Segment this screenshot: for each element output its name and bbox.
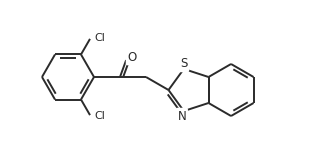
Text: Cl: Cl xyxy=(94,111,106,121)
Text: S: S xyxy=(180,58,188,71)
Text: Cl: Cl xyxy=(94,33,106,43)
Text: N: N xyxy=(177,110,186,123)
Text: O: O xyxy=(128,51,137,64)
